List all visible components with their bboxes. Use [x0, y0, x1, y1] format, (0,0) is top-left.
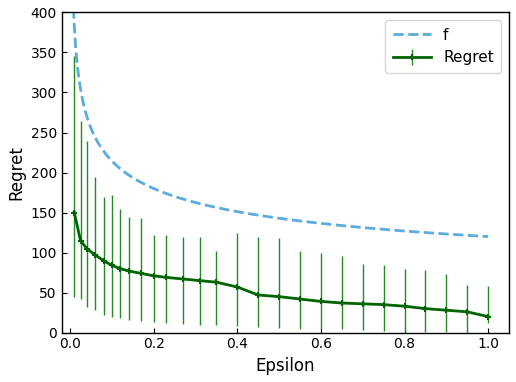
f: [295, 219, 301, 223]
Legend: f, Regret: f, Regret: [385, 20, 502, 73]
f: [485, 234, 491, 239]
f: [410, 230, 416, 234]
f: [270, 215, 276, 220]
X-axis label: Epsilon: Epsilon: [255, 357, 315, 375]
f: [317, 221, 324, 226]
f: [267, 215, 273, 219]
Y-axis label: Regret: Regret: [7, 145, 25, 200]
Line: f: f: [73, 8, 488, 236]
f: [475, 234, 481, 238]
f: [70, 6, 76, 11]
